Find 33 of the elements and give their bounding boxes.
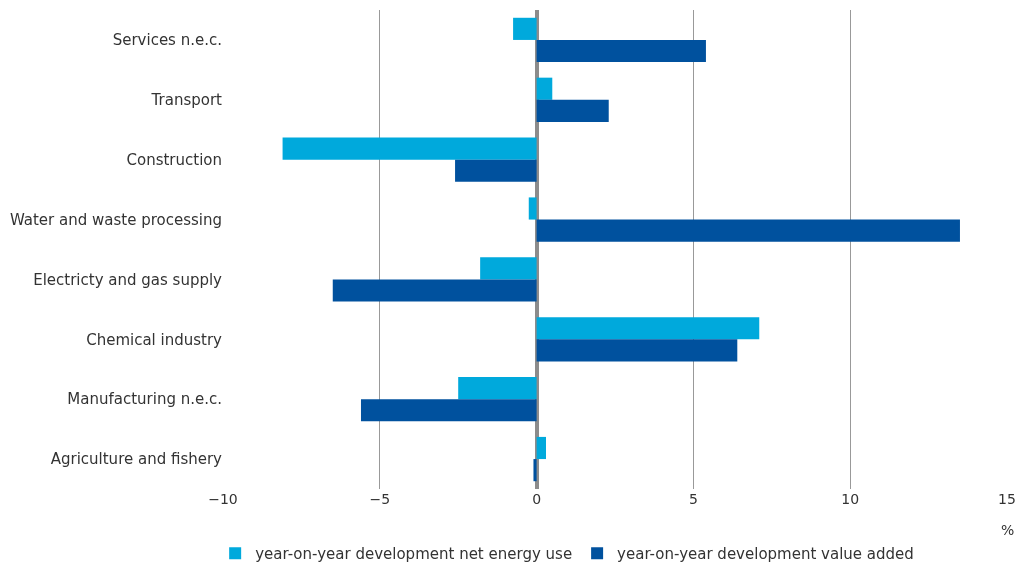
bar <box>513 17 537 40</box>
bar <box>536 77 553 100</box>
bar <box>536 317 760 340</box>
bar <box>528 197 537 220</box>
legend-label: year-on-year development net energy use <box>255 545 573 563</box>
y-tick-label: Construction <box>126 150 222 169</box>
bar <box>455 159 537 182</box>
x-tick-label: 0 <box>532 491 542 507</box>
bar <box>458 377 537 400</box>
x-axis-title: % <box>1001 522 1015 538</box>
bar <box>536 39 706 63</box>
y-tick-label: Agriculture and fishery <box>50 450 223 469</box>
bar <box>536 436 547 460</box>
y-tick-label: Manufacturing n.e.c. <box>67 390 222 409</box>
y-tick-label: Transport <box>150 91 223 110</box>
bar <box>360 399 537 422</box>
y-tick-label: Chemical industry <box>86 330 223 349</box>
bar <box>533 459 537 482</box>
y-tick-label: Water and waste processing <box>9 210 222 229</box>
bar <box>480 257 537 280</box>
bar <box>536 339 738 362</box>
x-tick-label: 10 <box>841 491 860 507</box>
bar <box>536 99 609 122</box>
x-tick-label: −10 <box>208 491 238 507</box>
x-tick-label: 5 <box>688 491 698 507</box>
bar <box>282 137 537 160</box>
legend-label: year-on-year development value added <box>617 545 914 563</box>
x-tick-label: 15 <box>998 491 1016 507</box>
y-tick-label: Electricty and gas supply <box>33 270 223 289</box>
bar <box>536 219 960 242</box>
y-tick-label: Services n.e.c. <box>112 31 222 50</box>
x-tick-label: −5 <box>369 491 391 507</box>
bar <box>332 279 537 302</box>
